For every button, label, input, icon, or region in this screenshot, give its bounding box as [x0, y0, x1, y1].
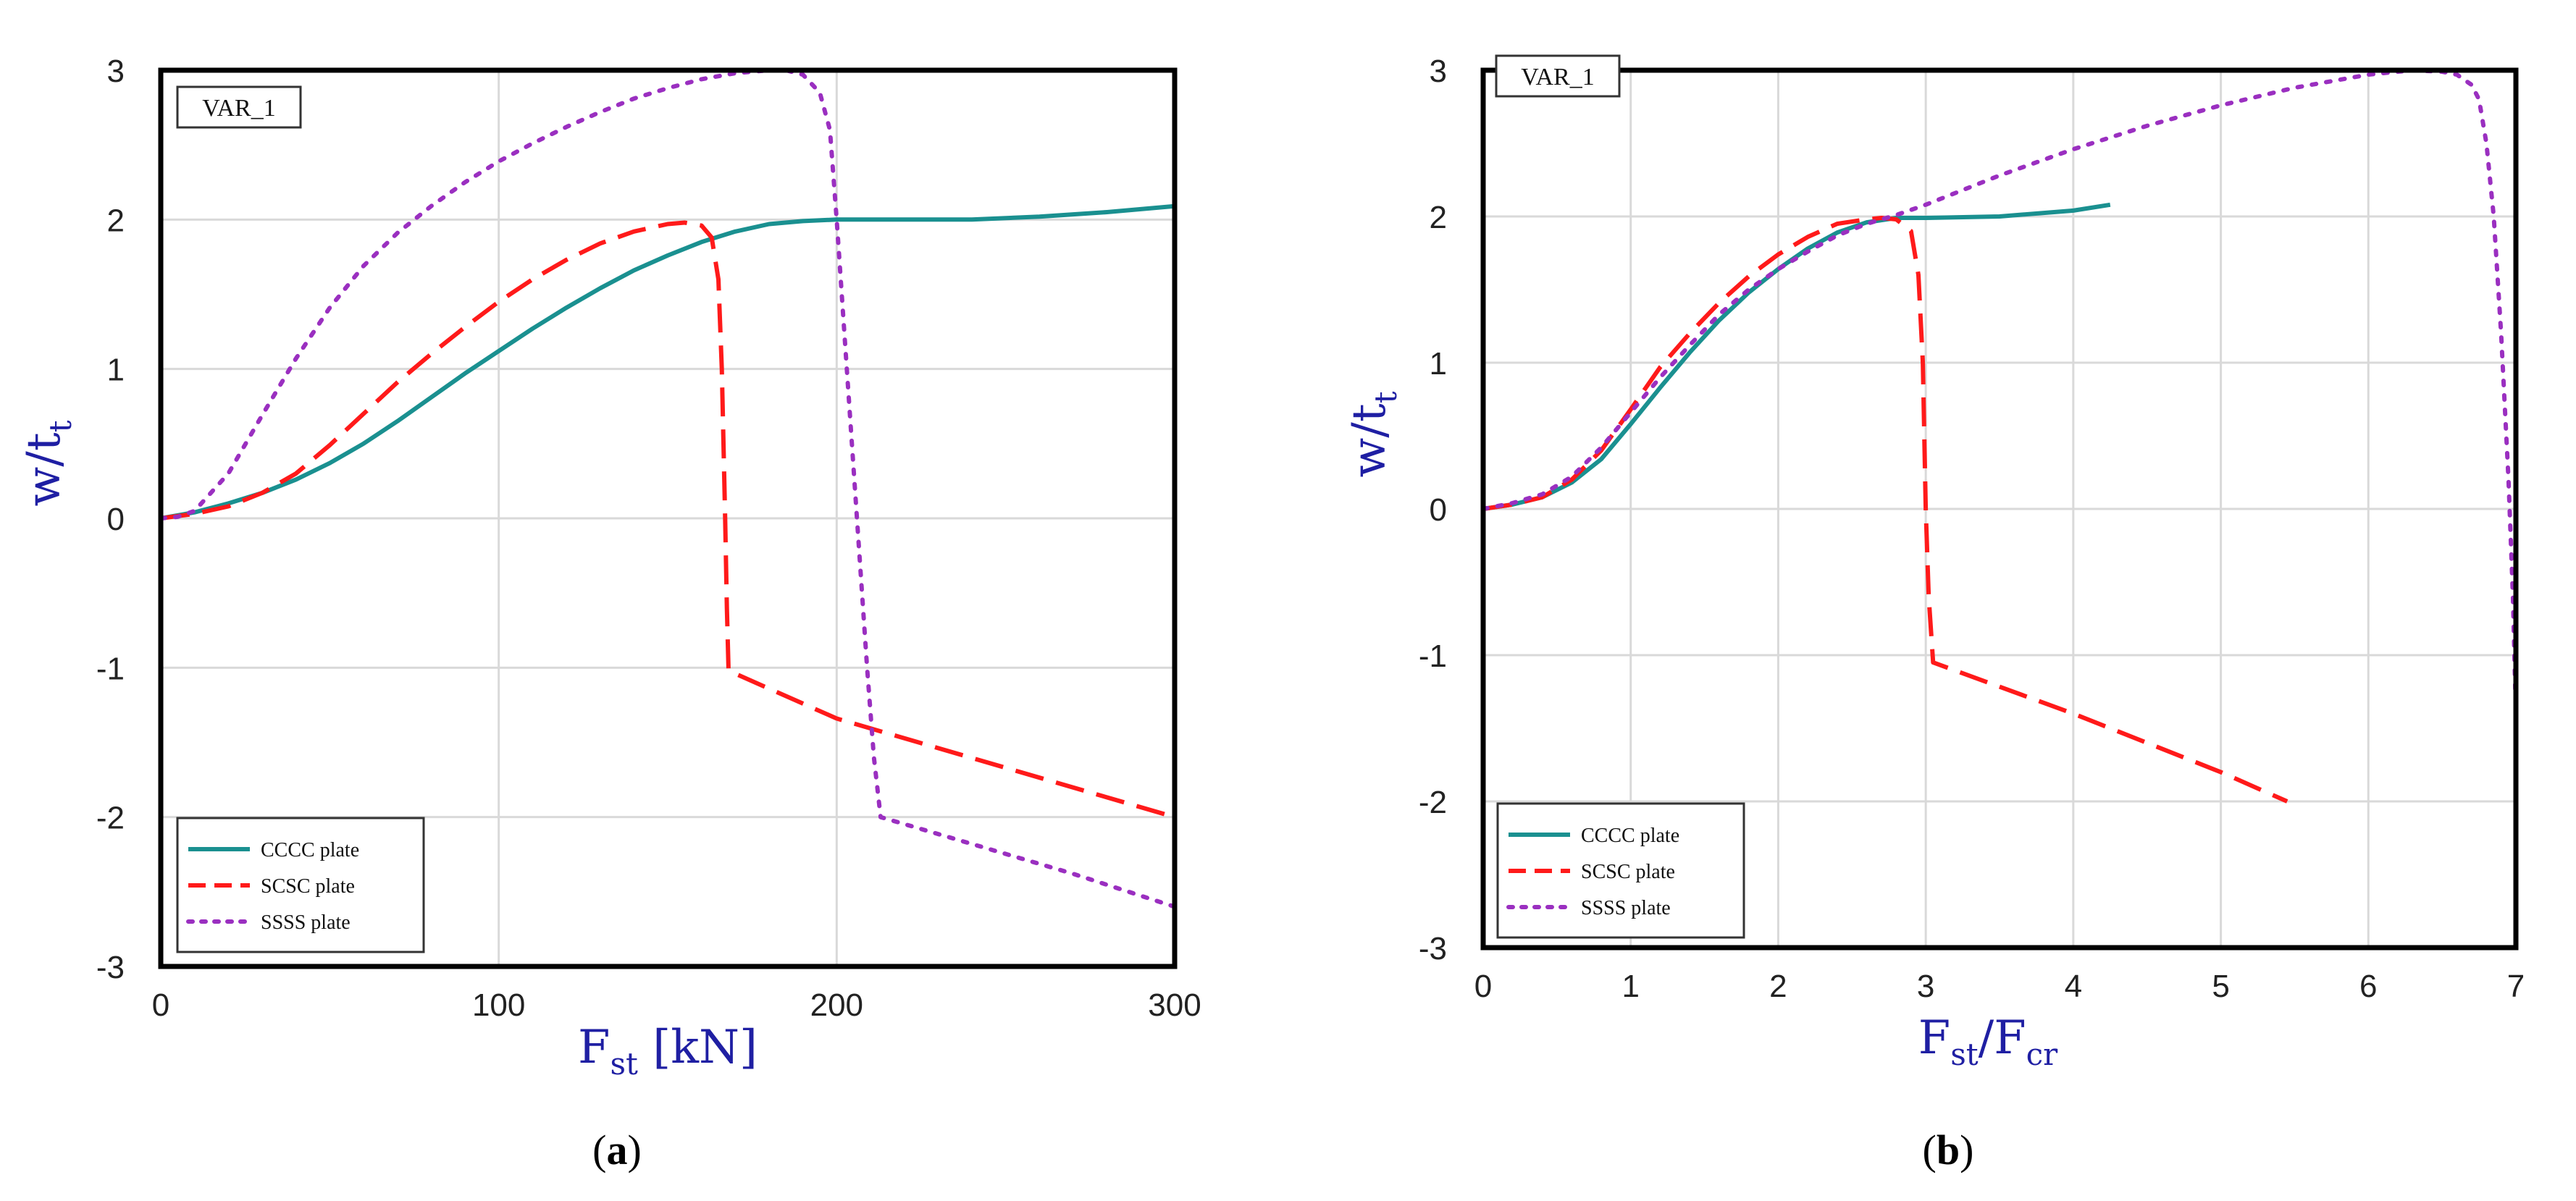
- x-tick-label: 300: [1148, 987, 1201, 1023]
- y-tick-label: -3: [96, 950, 125, 985]
- x-axis-title: Fst [kN]: [578, 1021, 758, 1082]
- y-tick-label: 2: [107, 203, 125, 238]
- legend-label-ssss: SSSS plate: [1581, 897, 1671, 919]
- y-tick-label: 3: [107, 54, 125, 89]
- series-line-cccc: [1482, 202, 2111, 511]
- chart-panel-a: -3 -2 -1 0 1 2 3 0 100 200 300 VAR_1 CCCC plate S…: [17, 54, 1201, 1173]
- legend: CCCC plate SCSC plate SSSS plate: [176, 817, 425, 953]
- x-axis-title: Fst/Fcr: [1918, 1011, 2058, 1072]
- y-tick-label: -2: [96, 801, 125, 836]
- y-tick-label: 3: [1430, 54, 1447, 89]
- legend: CCCC plate SCSC plate SSSS plate: [1496, 802, 1745, 939]
- x-tick-label: 100: [472, 987, 525, 1023]
- y-tick-label: -2: [1419, 785, 1447, 820]
- y-tick-label: 2: [1430, 200, 1447, 235]
- series-line-cccc: [160, 203, 1175, 521]
- x-tick-label: 4: [2065, 969, 2082, 1004]
- var-label: VAR_1: [1521, 64, 1594, 90]
- series-line-ssss: [159, 68, 1177, 909]
- var-label-box: VAR_1: [176, 85, 302, 129]
- series-line-scsc: [160, 220, 1175, 819]
- x-tick-label: 2: [1769, 969, 1787, 1004]
- x-tick-label: 6: [2359, 969, 2377, 1004]
- x-tick-label: 3: [1917, 969, 1934, 1004]
- x-tick-label: 0: [1474, 969, 1492, 1004]
- y-axis-title: w/tt: [17, 420, 78, 506]
- caption-a: (a): [592, 1126, 642, 1173]
- legend-label-ssss: SSSS plate: [261, 911, 351, 934]
- y-axis-title: w/tt: [1343, 391, 1404, 477]
- x-tick-label: 5: [2212, 969, 2229, 1004]
- x-tick-label: 7: [2507, 969, 2525, 1004]
- caption-b: (b): [1923, 1126, 1974, 1173]
- var-label-box: VAR_1: [1495, 54, 1621, 98]
- y-tick-label: 1: [1430, 346, 1447, 382]
- legend-label-cccc: CCCC plate: [261, 839, 359, 861]
- y-tick-label: 0: [107, 502, 125, 537]
- y-tick-label: 0: [1430, 492, 1447, 528]
- y-tick-label: -1: [96, 651, 125, 686]
- var-label: VAR_1: [202, 95, 275, 122]
- chart-panel-b: -3 -2 -1 0 1 2 3 0 1 2 3 4 5 6 7 VAR_1 CCCC plate SCS…: [1343, 54, 2525, 1173]
- y-tick-label: -1: [1419, 639, 1447, 674]
- legend-label-cccc: CCCC plate: [1581, 825, 1679, 847]
- plot-frame: [158, 67, 1178, 969]
- x-tick-label: 1: [1621, 969, 1639, 1004]
- y-tick-label: -3: [1419, 931, 1447, 966]
- plot-frame: [1480, 67, 2519, 951]
- legend-label-scsc: SCSC plate: [261, 875, 355, 898]
- x-tick-label: 200: [810, 987, 863, 1023]
- legend-label-scsc: SCSC plate: [1581, 861, 1675, 883]
- x-tick-label: 0: [152, 987, 169, 1023]
- y-tick-label: 1: [107, 353, 125, 388]
